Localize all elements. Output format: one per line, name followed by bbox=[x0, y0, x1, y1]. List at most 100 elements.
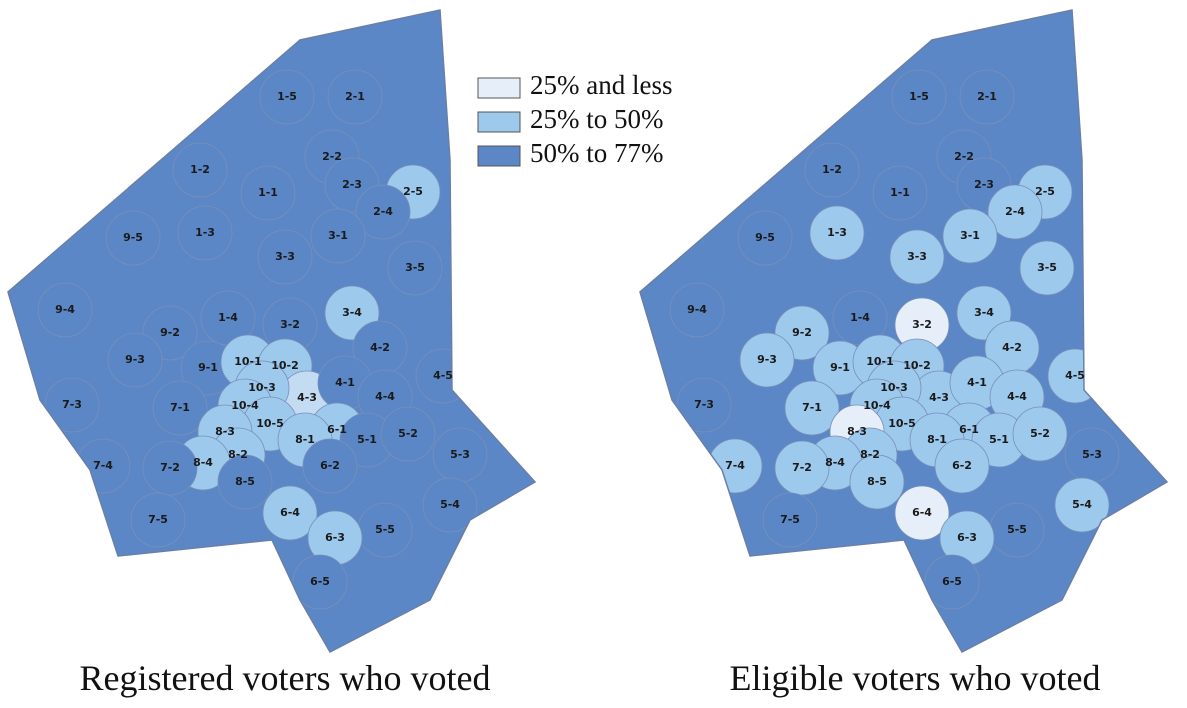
district-label: 4-1 bbox=[335, 376, 355, 389]
district-label: 3-1 bbox=[960, 229, 980, 242]
district-label: 4-4 bbox=[375, 390, 395, 403]
district-label: 7-2 bbox=[792, 461, 812, 474]
district-label: 7-4 bbox=[93, 459, 113, 472]
district-label: 2-2 bbox=[322, 150, 342, 163]
district-label: 4-1 bbox=[967, 376, 987, 389]
district-label: 8-4 bbox=[193, 456, 213, 469]
legend-swatch bbox=[478, 78, 520, 98]
district-label: 2-5 bbox=[1035, 185, 1055, 198]
district-label: 3-5 bbox=[1037, 261, 1057, 274]
district-label: 4-2 bbox=[370, 341, 390, 354]
district-label: 6-4 bbox=[280, 506, 300, 519]
map bbox=[640, 10, 1167, 652]
district-label: 10-5 bbox=[256, 417, 284, 430]
district-label: 7-5 bbox=[780, 513, 800, 526]
district-label: 6-1 bbox=[959, 423, 979, 436]
district-label: 7-3 bbox=[62, 398, 82, 411]
district-label: 3-5 bbox=[405, 261, 425, 274]
district-label: 4-4 bbox=[1007, 390, 1027, 403]
district-label: 8-1 bbox=[295, 433, 315, 446]
district-label: 3-1 bbox=[328, 229, 348, 242]
district-label: 2-3 bbox=[974, 178, 994, 191]
legend-label: 25% to 50% bbox=[530, 104, 663, 134]
district-label: 3-2 bbox=[912, 318, 932, 331]
district-label: 10-3 bbox=[248, 381, 276, 394]
district-label: 7-3 bbox=[694, 398, 714, 411]
district-label: 9-4 bbox=[55, 303, 75, 316]
map-caption: Registered voters who voted bbox=[80, 658, 491, 698]
legend-label: 25% and less bbox=[530, 70, 672, 100]
district-label: 4-3 bbox=[929, 391, 949, 404]
district-label: 1-4 bbox=[218, 311, 238, 324]
legend-swatch bbox=[478, 112, 520, 132]
district-label: 5-1 bbox=[357, 433, 377, 446]
district-label: 6-3 bbox=[325, 531, 345, 544]
district-label: 1-2 bbox=[822, 163, 842, 176]
map bbox=[8, 10, 535, 652]
district-label: 6-5 bbox=[310, 575, 330, 588]
district-label: 4-2 bbox=[1002, 341, 1022, 354]
district-label: 1-3 bbox=[827, 226, 847, 239]
district-label: 2-2 bbox=[954, 150, 974, 163]
district-label: 10-2 bbox=[271, 359, 299, 372]
district-label: 5-2 bbox=[398, 427, 418, 440]
district-label: 4-5 bbox=[1065, 369, 1085, 382]
district-label: 1-1 bbox=[258, 186, 278, 199]
district-label: 1-1 bbox=[890, 186, 910, 199]
district-label: 6-1 bbox=[327, 423, 347, 436]
district-label: 8-5 bbox=[235, 475, 255, 488]
district-label: 3-2 bbox=[280, 318, 300, 331]
district-label: 4-3 bbox=[297, 391, 317, 404]
district-label: 9-1 bbox=[830, 361, 850, 374]
map-caption: Eligible voters who voted bbox=[730, 658, 1101, 698]
district-label: 7-5 bbox=[148, 513, 168, 526]
district-label: 8-2 bbox=[228, 448, 248, 461]
district-label: 1-3 bbox=[195, 226, 215, 239]
district-label: 10-2 bbox=[903, 359, 931, 372]
district-label: 5-3 bbox=[450, 448, 470, 461]
district-label: 1-5 bbox=[277, 90, 297, 103]
district-label: 1-4 bbox=[850, 311, 870, 324]
figure: 1-5 2-1 1-2 2-2 1-1 2-3 2-5 2-4 9-5 1-3 3-1 3-3 3-5 9… bbox=[0, 0, 1187, 708]
district-label: 6-4 bbox=[912, 506, 932, 519]
district-label: 9-5 bbox=[123, 231, 143, 244]
district-label: 6-5 bbox=[942, 575, 962, 588]
district-label: 2-3 bbox=[342, 178, 362, 191]
district-label: 6-2 bbox=[320, 459, 340, 472]
district-label: 5-2 bbox=[1030, 427, 1050, 440]
district-label: 1-5 bbox=[909, 90, 929, 103]
district-label: 10-4 bbox=[231, 399, 259, 412]
district-label: 7-1 bbox=[170, 401, 190, 414]
district-label: 5-5 bbox=[375, 523, 395, 536]
legend-swatch bbox=[478, 146, 520, 166]
district-label: 5-5 bbox=[1007, 523, 1027, 536]
district-label: 8-4 bbox=[825, 456, 845, 469]
district-label: 5-1 bbox=[989, 433, 1009, 446]
district-label: 9-3 bbox=[125, 353, 145, 366]
district-label: 9-5 bbox=[755, 231, 775, 244]
district-label: 3-4 bbox=[342, 306, 362, 319]
district-label: 3-3 bbox=[275, 250, 295, 263]
district-label: 4-5 bbox=[433, 369, 453, 382]
district-label: 9-2 bbox=[792, 326, 812, 339]
district-label: 7-2 bbox=[160, 461, 180, 474]
district-label: 8-1 bbox=[927, 433, 947, 446]
district-label: 9-1 bbox=[198, 361, 218, 374]
legend-label: 50% to 77% bbox=[530, 138, 663, 168]
district-label: 2-1 bbox=[977, 90, 997, 103]
district-label: 3-3 bbox=[907, 250, 927, 263]
district-label: 10-5 bbox=[888, 417, 916, 430]
district-label: 7-1 bbox=[802, 401, 822, 414]
district-label: 8-3 bbox=[847, 425, 867, 438]
district-label: 2-4 bbox=[373, 205, 393, 218]
district-label: 7-4 bbox=[725, 459, 745, 472]
district-label: 8-5 bbox=[867, 475, 887, 488]
district-label: 10-1 bbox=[866, 355, 894, 368]
district-label: 5-3 bbox=[1082, 448, 1102, 461]
district-label: 8-2 bbox=[860, 448, 880, 461]
district-label: 10-4 bbox=[863, 399, 891, 412]
district-label: 2-1 bbox=[345, 90, 365, 103]
district-label: 10-1 bbox=[234, 355, 262, 368]
district-label: 1-2 bbox=[190, 163, 210, 176]
district-label: 5-4 bbox=[440, 498, 460, 511]
